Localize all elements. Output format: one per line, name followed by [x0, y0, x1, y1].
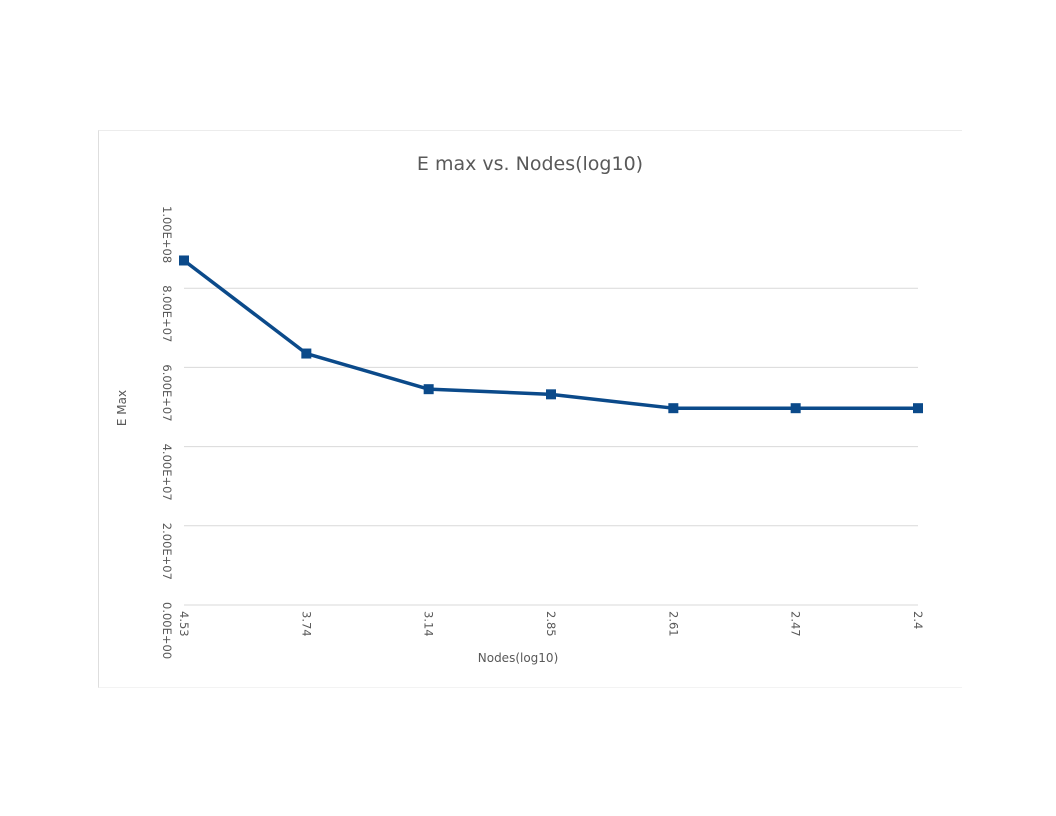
series-line	[182, 259, 918, 410]
x-tick-label: 3.14	[422, 611, 436, 637]
series-group	[179, 255, 923, 414]
chart-title: E max vs. Nodes(log10)	[417, 153, 643, 175]
x-tick-label: 2.85	[544, 611, 558, 637]
data-point	[790, 403, 801, 414]
data-point	[668, 403, 679, 414]
x-tick-label: 2.47	[789, 611, 803, 637]
y-tick-label: 1.00E+08	[160, 206, 174, 263]
chart-frame	[98, 130, 962, 688]
data-point	[423, 384, 434, 395]
x-tick-label: 3.74	[299, 611, 313, 637]
x-tick-label: 4.53	[177, 611, 191, 637]
y-tick-label: 6.00E+07	[160, 364, 174, 421]
y-tick-label: 4.00E+07	[160, 444, 174, 501]
y-tick-label: 0.00E+00	[160, 602, 174, 659]
data-point	[913, 403, 923, 414]
y-axis-label: E Max	[115, 390, 129, 426]
x-tick-label: 2.61	[666, 611, 680, 637]
y-tick-label: 2.00E+07	[160, 523, 174, 580]
x-axis-label: Nodes(log10)	[478, 651, 559, 665]
x-tick-labels: 4.53 3.74 3.14 2.85 2.61 2.47 2.4	[177, 611, 925, 637]
data-point	[301, 348, 312, 359]
grid-lines	[184, 287, 918, 606]
x-tick-label: 2.4	[911, 611, 925, 629]
data-point	[546, 389, 556, 400]
y-tick-label: 8.00E+07	[160, 285, 174, 342]
y-tick-labels: 0.00E+00 2.00E+07 4.00E+07 6.00E+07 8.00E+07…	[160, 206, 174, 659]
data-point	[179, 255, 189, 266]
